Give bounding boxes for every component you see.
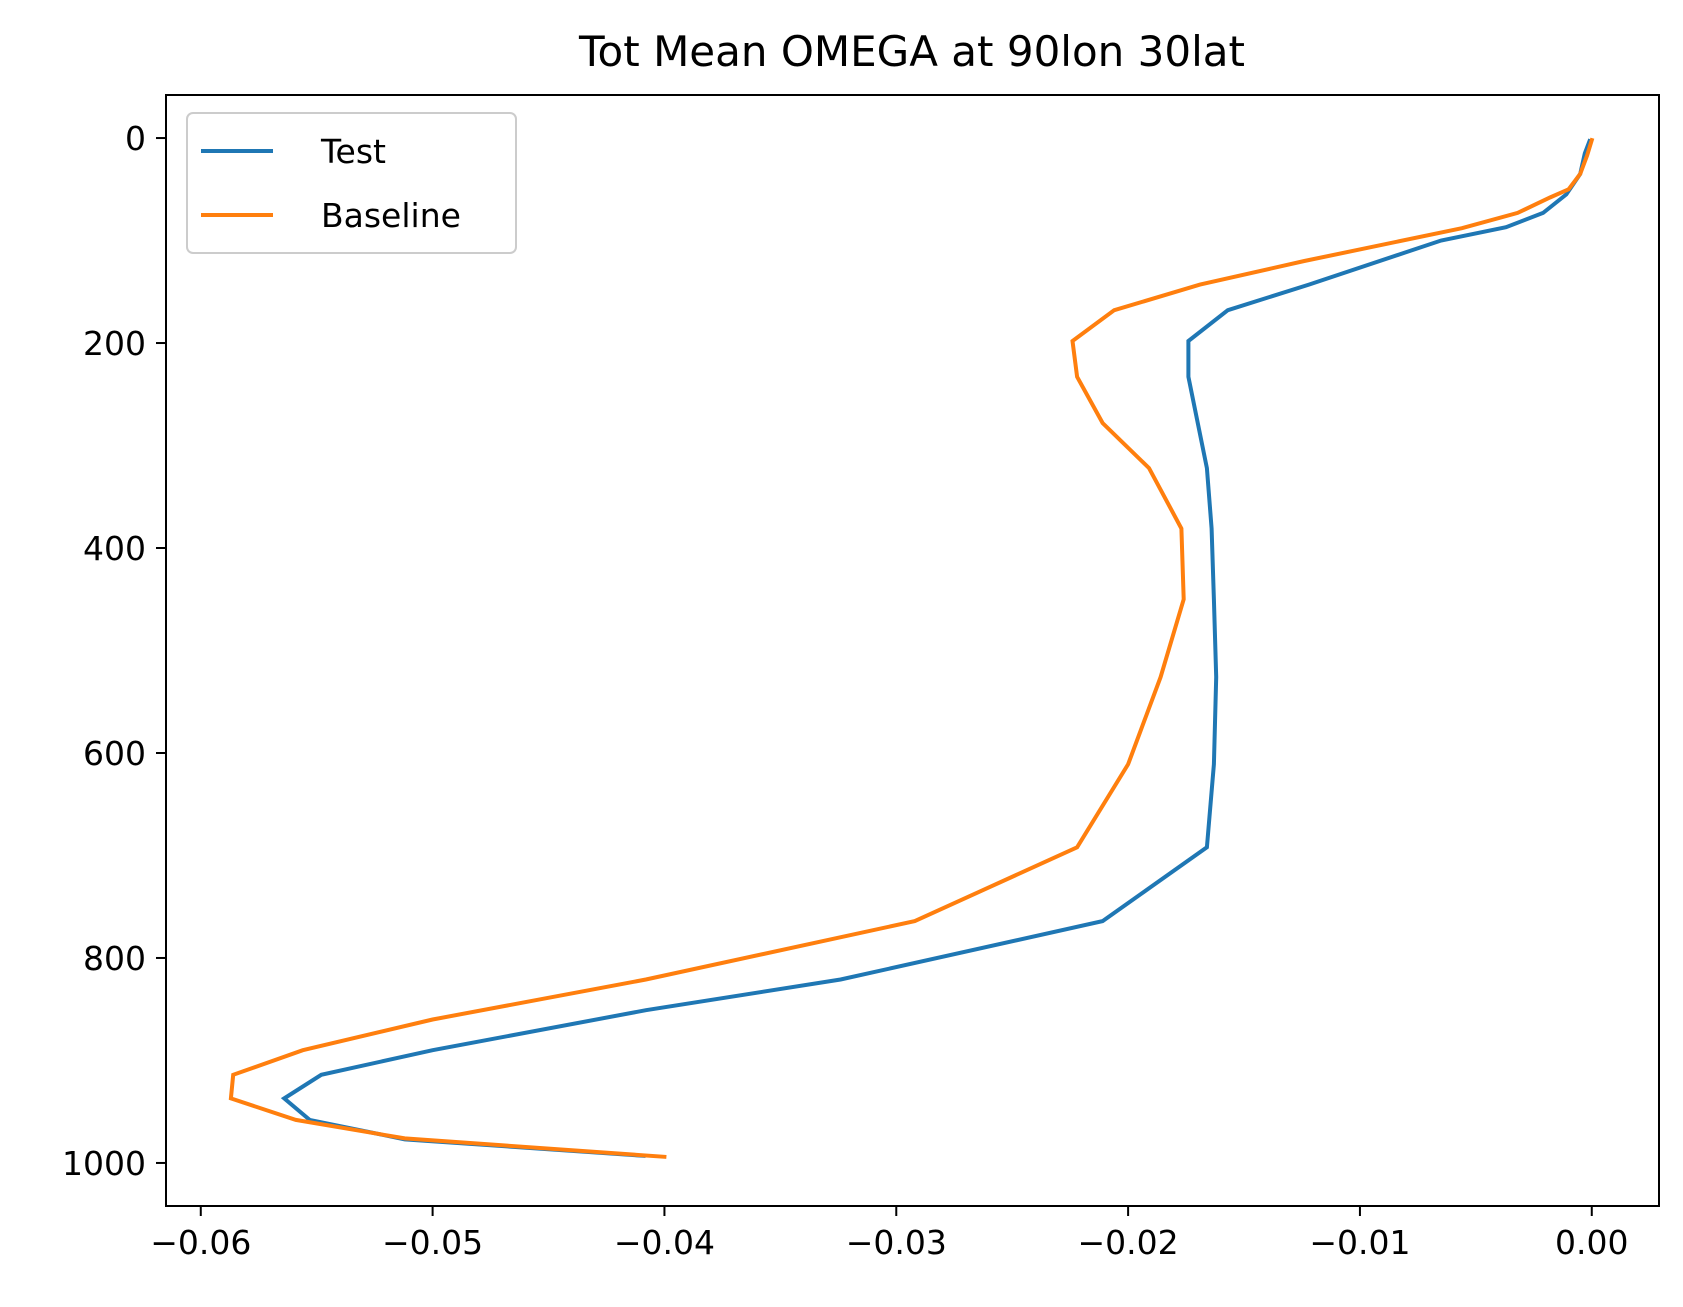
legend: Test Baseline <box>186 112 517 254</box>
y-tick-label: 600 <box>83 734 146 773</box>
series-line-baseline <box>228 137 1595 1159</box>
plot-area <box>165 94 1660 1207</box>
y-tick-label: 0 <box>125 119 146 158</box>
series-line-test <box>280 138 1593 1158</box>
y-tick-label: 1000 <box>62 1144 146 1183</box>
y-tick-label: 800 <box>83 939 146 978</box>
x-tick-label: −0.05 <box>382 1223 483 1262</box>
y-tick-label: 200 <box>83 324 146 363</box>
x-tick-label: 0.00 <box>1555 1223 1628 1262</box>
x-tick-label: −0.01 <box>1309 1223 1410 1262</box>
axes-frame <box>165 94 1660 1207</box>
chart-title: Tot Mean OMEGA at 90lon 30lat <box>578 27 1245 76</box>
y-tick-label: 400 <box>83 529 146 568</box>
legend-label-test: Test <box>320 132 386 171</box>
x-tick-label: −0.03 <box>846 1223 947 1262</box>
x-tick-label: −0.02 <box>1078 1223 1179 1262</box>
axis-ticks: −0.06 −0.05 −0.04 −0.03 −0.02 −0.01 0.00 0 200 40… <box>62 119 1628 1262</box>
legend-box <box>186 112 517 254</box>
x-tick-label: −0.04 <box>614 1223 715 1262</box>
legend-label-baseline: Baseline <box>321 196 461 235</box>
x-tick-label: −0.06 <box>150 1223 251 1262</box>
